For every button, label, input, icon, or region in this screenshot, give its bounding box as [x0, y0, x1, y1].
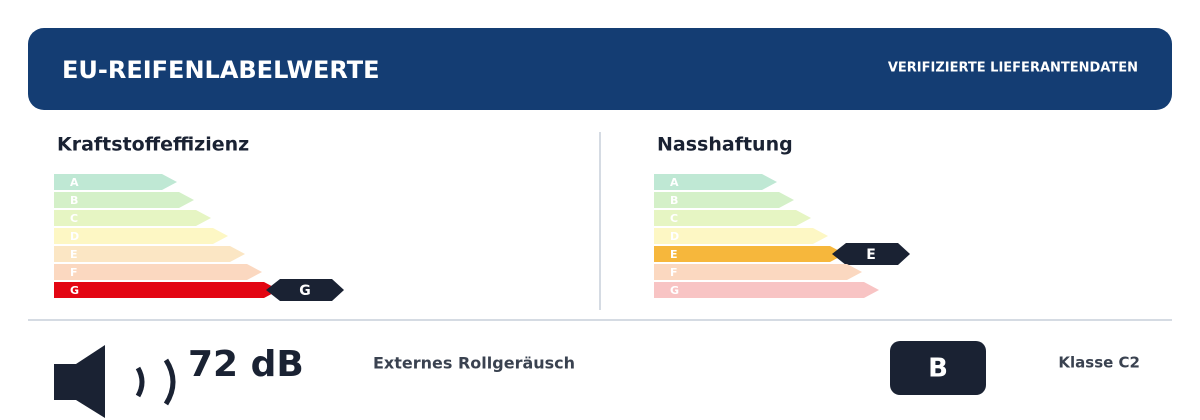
- class-letter: D: [670, 230, 679, 243]
- header-subtitle: VERIFIZIERTE LIEFERANTENDATEN: [888, 61, 1138, 76]
- rating-pointer: [266, 279, 344, 301]
- class-letter: A: [70, 176, 79, 189]
- class-letter: A: [670, 176, 679, 189]
- wet-title: Nasshaftung: [657, 134, 793, 156]
- class-bar: [54, 228, 228, 244]
- noise-value: 72 dB: [188, 344, 304, 385]
- class-bar: [654, 264, 862, 280]
- class-letter: G: [70, 284, 79, 297]
- class-letter: B: [70, 194, 78, 207]
- class-letter: D: [70, 230, 79, 243]
- class-letter: C: [670, 212, 678, 225]
- speaker-icon: [54, 345, 176, 418]
- class-bar: [54, 210, 211, 226]
- class-bar: [54, 246, 245, 262]
- class-bar: [654, 210, 811, 226]
- class-letter: F: [670, 266, 678, 279]
- class-letter: G: [670, 284, 679, 297]
- header-title: EU-REIFENLABELWERTE: [62, 56, 380, 84]
- rating-letter: E: [866, 247, 876, 263]
- class-letter: C: [70, 212, 78, 225]
- class-bar: [54, 174, 177, 190]
- noise-class-badge: [890, 341, 986, 395]
- class-bar: [54, 282, 279, 298]
- rating-pointer: [832, 243, 910, 265]
- noise-label: Externes Rollgeräusch: [373, 354, 575, 373]
- class-bar: [654, 282, 879, 298]
- class-letter: F: [70, 266, 78, 279]
- rating-letter: G: [299, 283, 311, 299]
- class-letter: B: [670, 194, 678, 207]
- class-bar: [54, 264, 262, 280]
- class-letter: E: [70, 248, 78, 261]
- class-bar: [54, 192, 194, 208]
- header-bar: [28, 28, 1172, 110]
- class-bar: [654, 228, 828, 244]
- class-bar: [654, 192, 794, 208]
- noise-class: B: [928, 354, 948, 384]
- tyre-class: Klasse C2: [1058, 354, 1140, 372]
- class-letter: E: [670, 248, 678, 261]
- class-bar: [654, 246, 845, 262]
- fuel-title: Kraftstoffeffizienz: [57, 134, 249, 156]
- class-bar: [654, 174, 777, 190]
